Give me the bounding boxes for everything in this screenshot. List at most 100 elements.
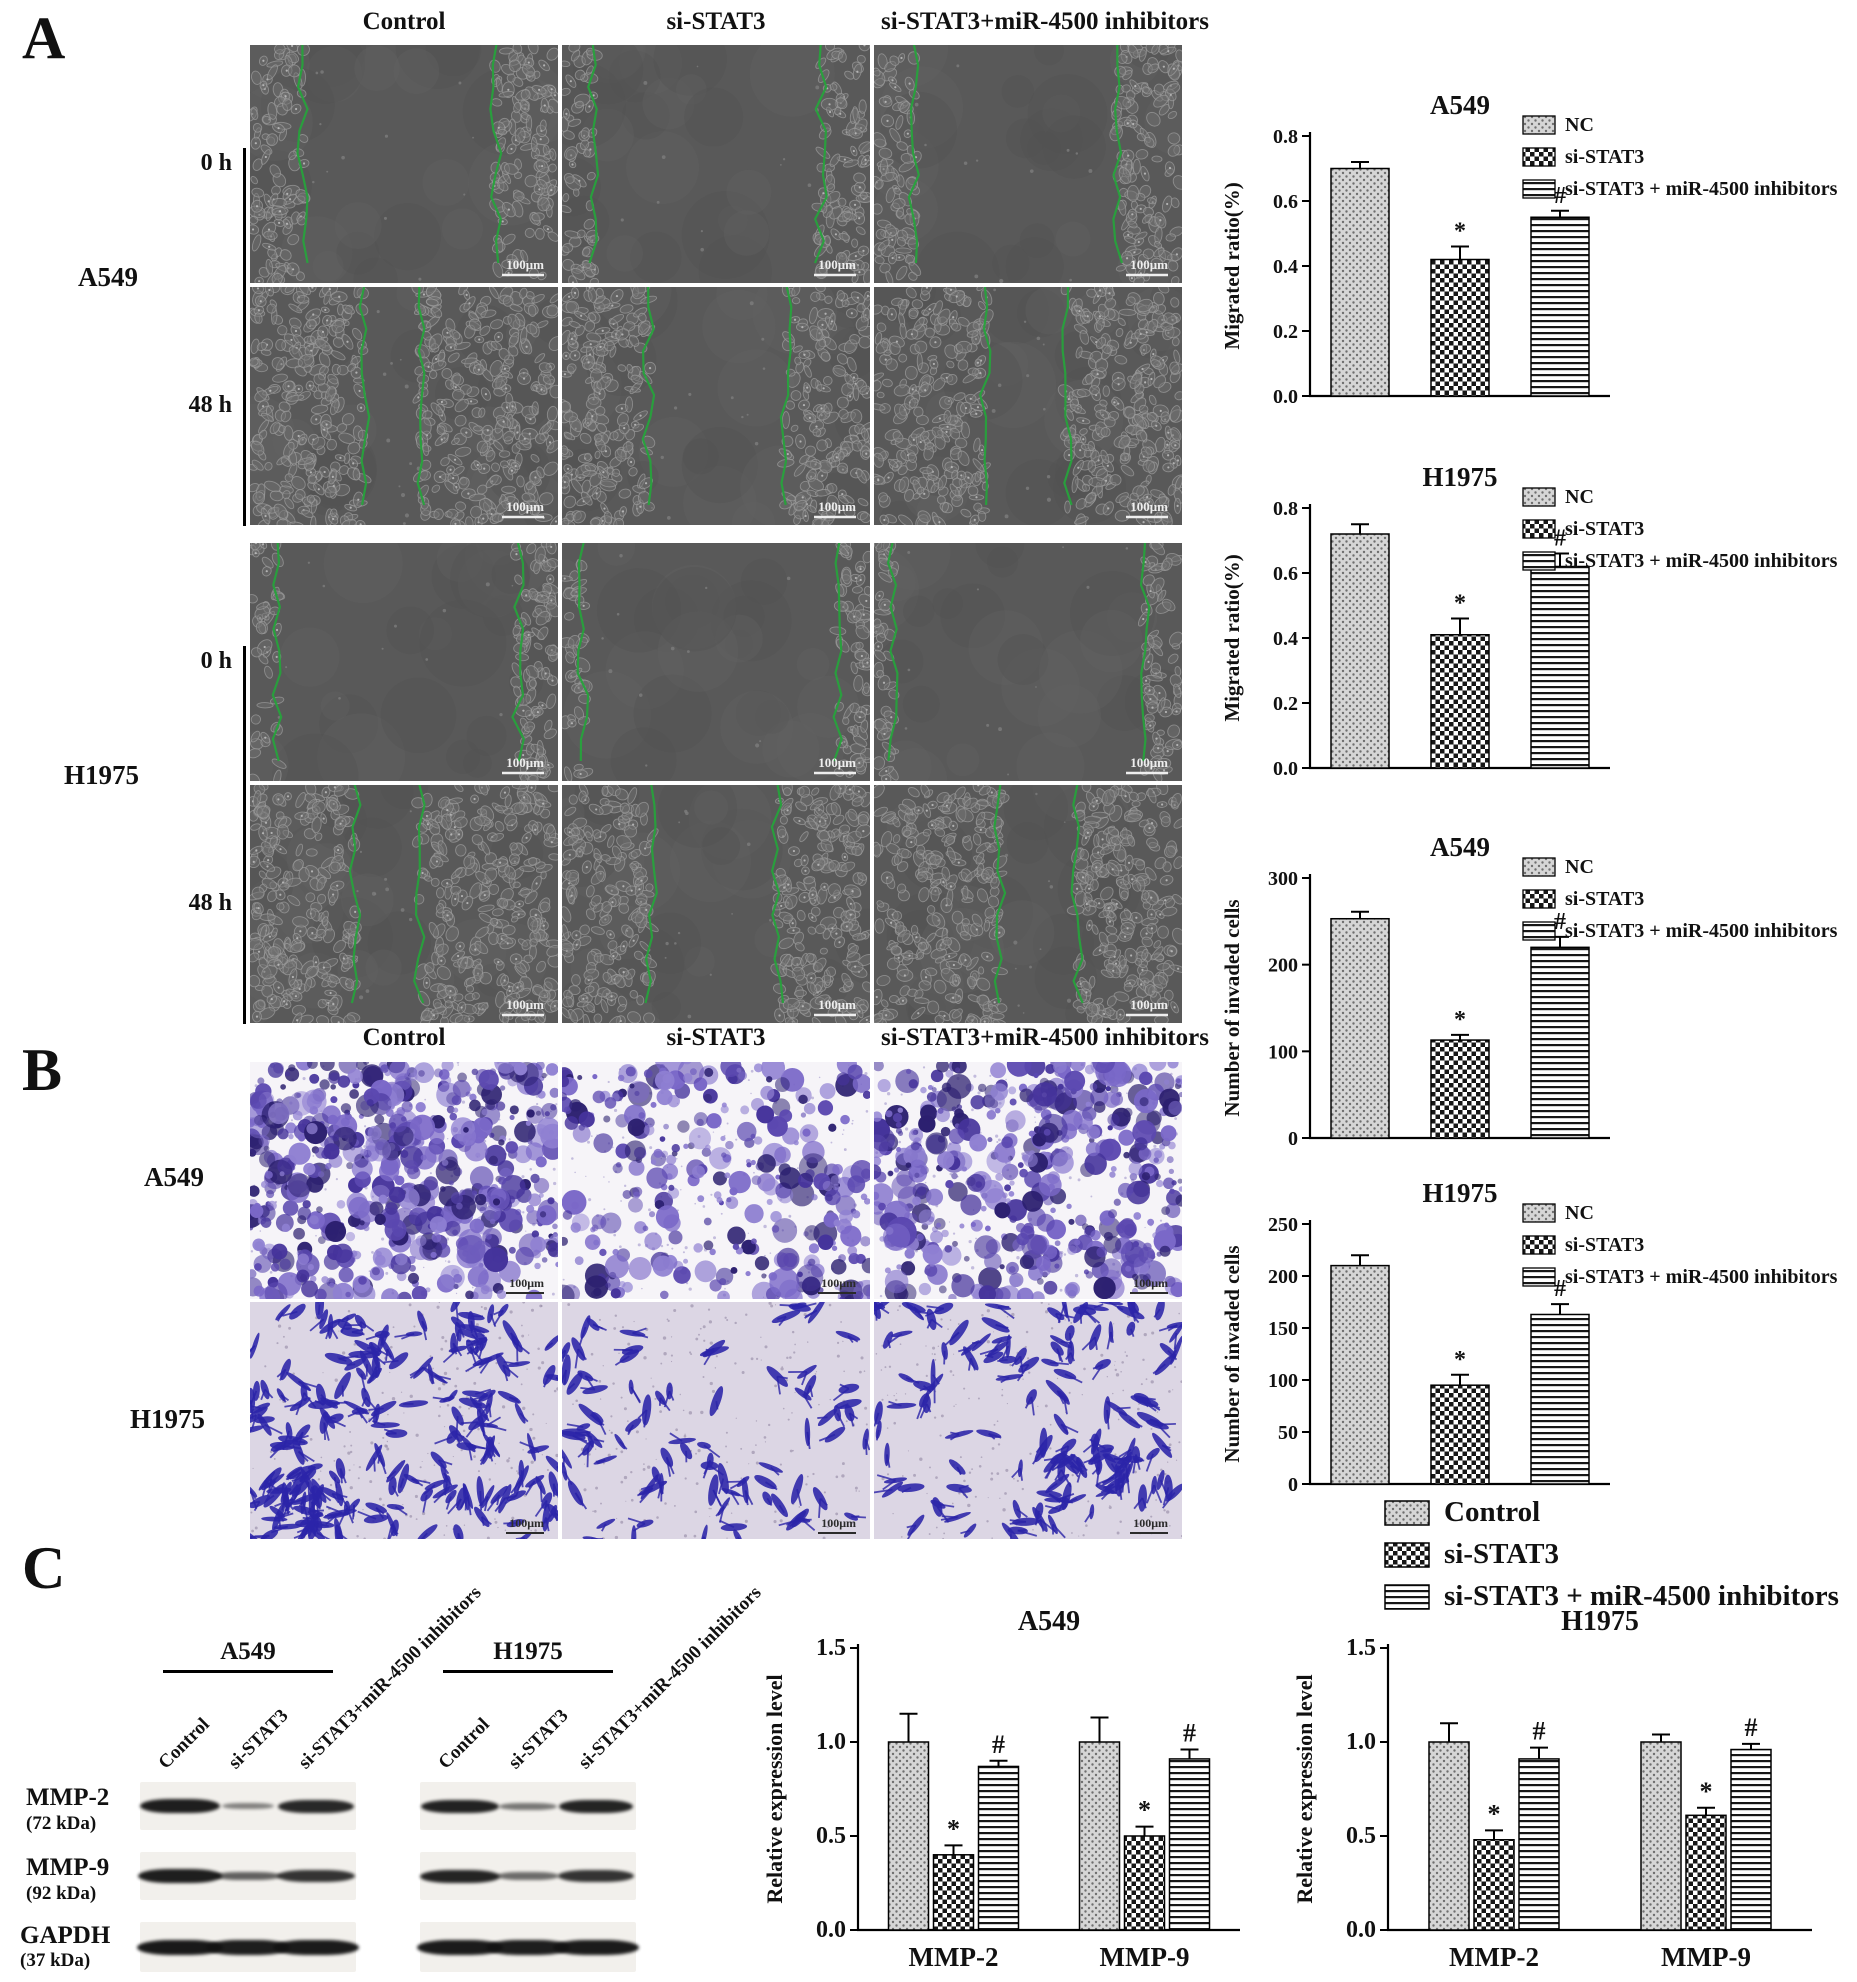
blot-strip-a549-mmp2 bbox=[140, 1782, 356, 1830]
wound-image-h1975-48h-si-stat3: 100μm bbox=[562, 785, 870, 1023]
blot-band bbox=[499, 1802, 557, 1810]
figure-legend-row-inhibitors: si-STAT3 + miR-4500 inhibitors bbox=[1384, 1580, 1839, 1613]
wound-image-a549-48h-si-stat3-mir-4500-inhibitors: 100μm bbox=[874, 287, 1182, 525]
panel-a-header-sistat3: si-STAT3 bbox=[666, 8, 766, 35]
panel-b-header-inhibitors: si-STAT3+miR-4500 inhibitors bbox=[881, 1024, 1209, 1051]
wound-image-h1975-0h-control: 100μm bbox=[250, 543, 558, 781]
invasion-image-h1975-si-stat3-mir-4500-inhibitors: 100μm bbox=[874, 1302, 1182, 1539]
wound-image-h1975-0h-si-stat3-mir-4500-inhibitors: 100μm bbox=[874, 543, 1182, 781]
panel-a-label: A bbox=[22, 5, 66, 71]
wound-image-a549-48h-si-stat3: 100μm bbox=[562, 287, 870, 525]
svg-text:100μm: 100μm bbox=[818, 257, 856, 272]
legend-label-sistat3: si-STAT3 bbox=[1444, 1538, 1559, 1570]
blot-band bbox=[215, 1872, 281, 1880]
blot-group-underline-h1975 bbox=[443, 1670, 613, 1673]
legend-swatch-svg bbox=[1384, 1583, 1430, 1610]
svg-text:100μm: 100μm bbox=[506, 997, 544, 1012]
time-label-h1975-0h: 0 h bbox=[200, 648, 232, 674]
chart-a549-invasion: 0 100 200 300 Number of invaded cells A549 * # N… bbox=[1215, 822, 1857, 1152]
svg-text:100μm: 100μm bbox=[506, 499, 544, 514]
bracket-a549 bbox=[243, 148, 246, 526]
blot-lane-label-h1975-inhibitors: si-STAT3+miR-4500 inhibitors bbox=[574, 1582, 766, 1774]
wound-image-h1975-48h-si-stat3-mir-4500-inhibitors: 100μm bbox=[874, 785, 1182, 1023]
blot-target-mmp9: MMP-9 bbox=[26, 1854, 110, 1881]
legend-swatch-svg bbox=[1384, 1541, 1430, 1568]
wound-image-a549-48h-control: 100μm bbox=[250, 287, 558, 525]
panel-b-row-label-a549: A549 bbox=[144, 1162, 204, 1192]
wound-image-a549-0h-si-stat3: 100μm bbox=[562, 45, 870, 283]
blot-lane-label-h1975-sistat3: si-STAT3 bbox=[504, 1705, 573, 1774]
svg-text:100μm: 100μm bbox=[818, 755, 856, 770]
blot-band bbox=[417, 1939, 503, 1955]
legend-swatch-inhibitors bbox=[1384, 1583, 1430, 1610]
blot-band bbox=[206, 1939, 290, 1955]
panel-a-header-control: Control bbox=[362, 8, 446, 35]
panel-b-label: B bbox=[22, 1037, 63, 1103]
blot-strip-a549-gapdh bbox=[137, 1922, 359, 1972]
blot-group-header-a549: A549 bbox=[220, 1638, 276, 1665]
invasion-image-a549-si-stat3-mir-4500-inhibitors: 100μm bbox=[874, 1062, 1182, 1299]
blot-band bbox=[273, 1939, 359, 1955]
blot-band bbox=[222, 1803, 274, 1809]
blot-band bbox=[277, 1870, 355, 1882]
invasion-image-h1975-control: 100μm bbox=[250, 1302, 558, 1539]
blot-target-mmp2: MMP-2 bbox=[26, 1784, 110, 1811]
time-label-a549-0h: 0 h bbox=[200, 150, 232, 176]
svg-text:100μm: 100μm bbox=[506, 755, 544, 770]
blot-strip-h1975-mmp9 bbox=[420, 1852, 636, 1900]
legend-label-control: Control bbox=[1444, 1496, 1541, 1528]
blot-target-gapdh: GAPDH bbox=[20, 1922, 111, 1949]
blot-group-underline-a549 bbox=[163, 1670, 333, 1673]
svg-text:100μm: 100μm bbox=[1130, 499, 1168, 514]
svg-text:100μm: 100μm bbox=[818, 997, 856, 1012]
svg-text:100μm: 100μm bbox=[1130, 257, 1168, 272]
blot-target-gapdh-kda: (37 kDa) bbox=[20, 1950, 91, 1971]
invasion-image-h1975-si-stat3: 100μm bbox=[562, 1302, 870, 1539]
blot-group-header-h1975: H1975 bbox=[493, 1638, 563, 1665]
panel-b-header-control: Control bbox=[362, 1024, 446, 1051]
chart-h1975-invasion: 0 50 100 150 200 250 Number of invaded cells H1… bbox=[1215, 1168, 1857, 1498]
blot-strip-h1975-gapdh bbox=[417, 1922, 639, 1972]
svg-text:100μm: 100μm bbox=[818, 499, 856, 514]
chart-h1975-expression: 0.0 0.5 1.0 1.5 Relative expression level H19… bbox=[1288, 1598, 1857, 1982]
wound-image-h1975-0h-si-stat3: 100μm bbox=[562, 543, 870, 781]
blot-target-mmp2-kda: (72 kDa) bbox=[26, 1813, 97, 1834]
blot-band bbox=[559, 1799, 633, 1813]
blot-band bbox=[497, 1872, 559, 1880]
blot-strip-h1975-mmp2 bbox=[420, 1782, 636, 1830]
legend-swatch-sistat3 bbox=[1384, 1541, 1430, 1568]
wound-image-h1975-48h-control: 100μm bbox=[250, 785, 558, 1023]
cellline-label-h1975: H1975 bbox=[64, 760, 140, 790]
panel-b-header-sistat3: si-STAT3 bbox=[666, 1024, 766, 1051]
blot-band bbox=[137, 1939, 223, 1955]
legend-label-inhibitors: si-STAT3 + miR-4500 inhibitors bbox=[1444, 1580, 1839, 1612]
svg-text:100μm: 100μm bbox=[506, 257, 544, 272]
time-label-a549-48h: 48 h bbox=[188, 392, 232, 418]
chart-a549-expression: 0.0 0.5 1.0 1.5 Relative expression level A54… bbox=[758, 1598, 1275, 1982]
chart-a549-migration: 0.0 0.2 0.4 0.6 0.8 Migrated ratio(%) A549 * # NC… bbox=[1215, 80, 1857, 410]
blot-target-mmp9-kda: (92 kDa) bbox=[26, 1883, 97, 1904]
blot-lane-label-h1975-control: Control bbox=[434, 1713, 494, 1774]
wound-image-a549-0h-control: 100μm bbox=[250, 45, 558, 283]
cellline-label-a549: A549 bbox=[78, 262, 138, 292]
invasion-image-a549-control: 100μm bbox=[250, 1062, 558, 1299]
blot-band bbox=[420, 1869, 500, 1883]
wound-image-a549-0h-si-stat3-mir-4500-inhibitors: 100μm bbox=[874, 45, 1182, 283]
svg-text:100μm: 100μm bbox=[1130, 755, 1168, 770]
blot-strip-a549-mmp9 bbox=[138, 1852, 356, 1900]
chart-h1975-migration: 0.0 0.2 0.4 0.6 0.8 Migrated ratio(%) H1975 * # N… bbox=[1215, 452, 1857, 782]
blot-band bbox=[553, 1939, 639, 1955]
legend-swatch-svg bbox=[1384, 1499, 1430, 1526]
bracket-h1975 bbox=[243, 646, 246, 1024]
blot-lane-label-a549-sistat3: si-STAT3 bbox=[224, 1705, 293, 1774]
blot-lane-label-a549-control: Control bbox=[154, 1713, 214, 1774]
blot-band bbox=[558, 1870, 634, 1882]
legend-swatch-control bbox=[1384, 1499, 1430, 1526]
